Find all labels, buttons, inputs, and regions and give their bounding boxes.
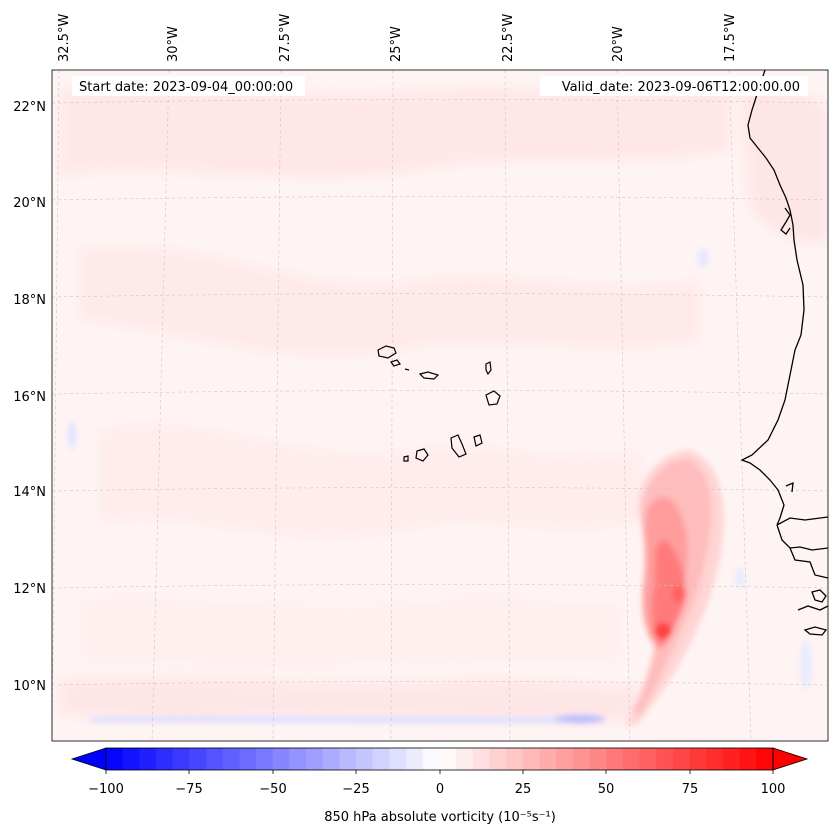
island-boa-vista — [485, 390, 501, 406]
colorbar-tick-label: −75 — [175, 782, 202, 797]
colorbar-tick-label: −100 — [88, 782, 124, 797]
lon-label: 32.5°W — [57, 14, 72, 62]
colorbar-tick-label: 50 — [598, 782, 615, 797]
colorbar-label: 850 hPa absolute vorticity (10⁻⁵s⁻¹) — [324, 810, 556, 825]
graticule — [52, 70, 828, 741]
colorbar-cell — [189, 748, 207, 770]
colorbar-cell — [672, 748, 691, 770]
longitude-labels: 32.5°W 30°W 27.5°W 25°W 22.5°W 20°W 17.5… — [57, 14, 738, 62]
colorbar-cell — [222, 748, 241, 770]
colorbar-tick-label: 75 — [682, 782, 699, 797]
island-santa-luzia — [404, 368, 410, 371]
colorbar-cell — [472, 748, 491, 770]
colorbar-cell — [239, 748, 257, 770]
colorbar-cell — [739, 748, 757, 770]
colorbar-cell — [639, 748, 657, 770]
lat-label: 18°N — [13, 293, 46, 308]
colorbar-cell — [272, 748, 291, 770]
colorbar-cell — [139, 748, 157, 770]
lon-label: 17.5°W — [723, 14, 738, 62]
colorbar-tick-label: 0 — [436, 782, 444, 797]
colorbar-cell — [406, 748, 424, 770]
colorbar-tick-label: 25 — [515, 782, 532, 797]
map-panel — [52, 70, 828, 741]
colorbar-outline — [105, 747, 774, 771]
cyclone-vorticity-band — [625, 450, 724, 725]
colorbar-ticks — [105, 770, 774, 774]
island-sal — [485, 361, 492, 376]
colorbar-cell — [256, 748, 274, 770]
colorbar-cell — [156, 748, 174, 770]
island-brava — [403, 455, 409, 462]
colorbar-cell — [372, 748, 391, 770]
island-maio — [473, 434, 483, 447]
colorbar-cell — [556, 748, 574, 770]
lon-label: 20°W — [611, 26, 626, 62]
colorbar-cell — [172, 748, 190, 770]
colorbar-cell — [339, 748, 357, 770]
lat-label: 20°N — [13, 196, 46, 211]
colorbar-cell — [522, 748, 541, 770]
lon-label: 27.5°W — [278, 14, 293, 62]
colorbar-cell — [589, 748, 607, 770]
colorbar-cell — [706, 748, 724, 770]
lat-label: 12°N — [13, 582, 46, 597]
colorbar-cell — [422, 748, 441, 770]
colorbar-cell — [439, 748, 457, 770]
map-frame — [51, 69, 829, 742]
colorbar-tick-label: −25 — [342, 782, 369, 797]
colorbar-cell — [389, 748, 407, 770]
latitude-labels: 22°N 20°N 18°N 16°N 14°N 12°N 10°N — [13, 100, 46, 694]
colorbar-extend-min — [70, 747, 107, 771]
colorbar-cell — [506, 748, 524, 770]
colorbar-cell — [489, 748, 507, 770]
colorbar-cell — [656, 748, 674, 770]
date-label-backing-right — [540, 76, 808, 96]
island-sao-nicolau — [418, 371, 440, 380]
lon-label: 30°W — [166, 26, 181, 62]
colorbar-cell — [206, 748, 224, 770]
colorbar-cell — [606, 748, 624, 770]
colorbar-cell — [622, 748, 641, 770]
colorbar: −100 −75 −50 −25 0 25 50 75 100 850 hPa … — [70, 747, 809, 825]
colorbar-cell — [122, 748, 140, 770]
colorbar-cell — [106, 748, 124, 770]
african-coastline — [740, 70, 828, 636]
colorbar-cells — [106, 748, 774, 770]
colorbar-cell — [689, 748, 707, 770]
negative-vorticity-strip — [68, 248, 812, 723]
colorbar-cell — [456, 748, 474, 770]
island-santo-antao — [377, 345, 397, 359]
colorbar-tick-label: 100 — [761, 782, 786, 797]
vorticity-field-patches — [60, 85, 828, 722]
colorbar-cell — [306, 748, 324, 770]
colorbar-cell — [572, 748, 591, 770]
lat-label: 10°N — [13, 679, 46, 694]
island-santiago — [450, 434, 467, 458]
colorbar-cell — [289, 748, 307, 770]
cabo-verde-islands — [377, 345, 501, 462]
colorbar-cell — [756, 748, 774, 770]
colorbar-cell — [322, 748, 341, 770]
lat-label: 22°N — [13, 100, 46, 115]
island-sao-vicente — [390, 359, 401, 367]
valid-date-label: Valid_date: 2023-09-06T12:00:00.00 — [562, 80, 800, 95]
colorbar-tick-label: −50 — [259, 782, 286, 797]
start-date-label: Start date: 2023-09-04_00:00:00 — [79, 80, 293, 95]
lat-label: 14°N — [13, 485, 46, 500]
lat-label: 16°N — [13, 390, 46, 405]
colorbar-extend-max — [772, 747, 809, 771]
date-label-backing-left — [72, 76, 305, 96]
lon-label: 25°W — [389, 26, 404, 62]
lon-label: 22.5°W — [501, 14, 516, 62]
colorbar-cell — [722, 748, 741, 770]
colorbar-cell — [539, 748, 557, 770]
island-fogo — [415, 448, 429, 462]
colorbar-cell — [356, 748, 374, 770]
